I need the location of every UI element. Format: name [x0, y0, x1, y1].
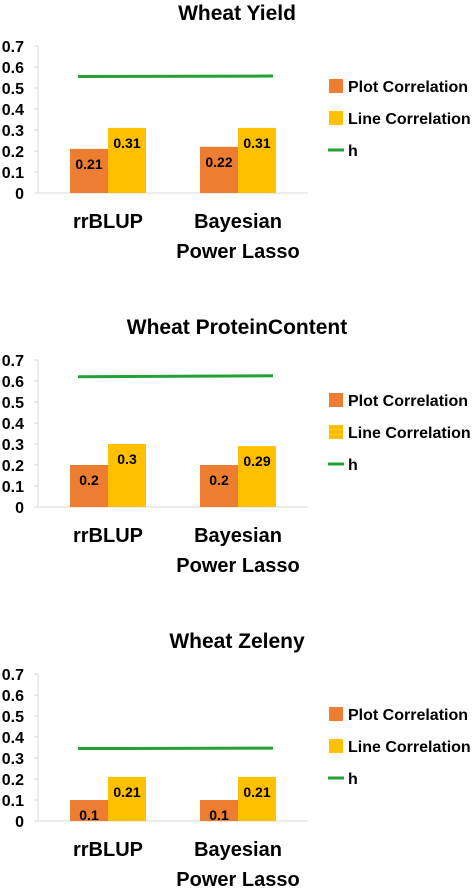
bar-plot-correlation	[70, 800, 108, 821]
y-tick-label: 0.5	[2, 709, 24, 726]
data-label: 0.21	[243, 784, 270, 800]
y-tick-label: 0.7	[2, 353, 24, 370]
x-tick-label: rrBLUP	[73, 839, 143, 861]
legend-label: Line Correlation	[348, 111, 471, 128]
legend-swatch	[329, 425, 343, 439]
chart-title: Wheat Yield	[178, 2, 296, 25]
data-label: 0.21	[113, 784, 140, 800]
bar-plot-correlation	[70, 148, 108, 193]
series-line-h	[77, 374, 274, 379]
bar-line-correlation	[108, 127, 146, 193]
x-tick-label: rrBLUP	[73, 525, 143, 547]
x-tick-label: rrBLUP	[73, 211, 143, 233]
y-tick-label: 0.6	[2, 688, 24, 705]
bar-line-correlation	[238, 446, 276, 507]
y-tick-label: 0.2	[2, 772, 24, 789]
chart-title: Wheat Zeleny	[169, 630, 305, 653]
chart-panel-1: Wheat Yield 0 0.1 0.2 0.3 0.4 0.5 0.6 0.7 rrBLUP B…	[2, 2, 471, 263]
y-tick-label: 0.2	[2, 144, 24, 161]
bar-plot-correlation	[200, 800, 238, 821]
legend-label: Plot Correlation	[348, 707, 468, 724]
data-label: 0.21	[75, 156, 102, 172]
y-tick-label: 0.4	[2, 102, 24, 119]
legend-label: Line Correlation	[348, 739, 471, 756]
legend-swatch	[329, 393, 343, 407]
legend-label: Plot Correlation	[348, 393, 468, 410]
legend-swatch	[329, 707, 343, 721]
legend-label: Plot Correlation	[348, 79, 468, 96]
chart-panel-2: Wheat ProteinContent 0 0.1 0.2 0.3 0.4 0.5 0.6 0…	[2, 316, 471, 577]
data-label: 0.3	[117, 451, 137, 467]
y-tick-label: 0	[15, 814, 24, 831]
y-tick-label: 0.6	[2, 60, 24, 77]
legend-swatch	[329, 79, 343, 93]
y-tick-label: 0.5	[2, 395, 24, 412]
legend-swatch	[329, 111, 343, 125]
y-tick-label: 0.4	[2, 730, 24, 747]
bar-line-correlation	[108, 444, 146, 507]
y-tick-label: 0	[15, 500, 24, 517]
data-label: 0.2	[79, 472, 99, 488]
legend-label: h	[348, 457, 358, 474]
y-tick-label: 0.1	[2, 479, 24, 496]
data-label: 0.22	[205, 154, 232, 170]
bar-plot-correlation	[200, 146, 238, 193]
data-label: 0.31	[243, 135, 270, 151]
y-tick-label: 0	[15, 186, 24, 203]
legend-label: h	[348, 771, 358, 788]
chart-title: Wheat ProteinContent	[127, 316, 348, 339]
y-tick-label: 0.3	[2, 751, 24, 768]
y-tick-label: 0.3	[2, 123, 24, 140]
x-tick-label: Bayesian Power Lasso	[176, 839, 299, 888]
y-tick-label: 0.1	[2, 165, 24, 182]
data-label: 0.1	[209, 807, 229, 823]
data-label: 0.2	[209, 472, 229, 488]
bar-line-correlation	[108, 776, 146, 821]
bar-plot-correlation	[70, 465, 108, 507]
y-tick-label: 0.7	[2, 667, 24, 684]
chart-panel-3: Wheat Zeleny 0 0.1 0.2 0.3 0.4 0.5 0.6 0.7 rrBLUP…	[2, 630, 471, 888]
x-tick-label: Bayesian Power Lasso	[176, 211, 299, 263]
data-label: 0.1	[79, 807, 99, 823]
y-tick-label: 0.5	[2, 81, 24, 98]
bar-plot-correlation	[200, 465, 238, 507]
x-tick-label: Bayesian Power Lasso	[176, 525, 299, 577]
y-tick-label: 0.2	[2, 458, 24, 475]
y-tick-label: 0.6	[2, 374, 24, 391]
data-label: 0.31	[113, 135, 140, 151]
data-label: 0.29	[243, 453, 270, 469]
bar-line-correlation	[238, 127, 276, 193]
legend-swatch	[329, 739, 343, 753]
y-tick-label: 0.1	[2, 793, 24, 810]
y-tick-label: 0.4	[2, 416, 24, 433]
y-tick-label: 0.7	[2, 39, 24, 56]
y-tick-label: 0.3	[2, 437, 24, 454]
legend-label: Line Correlation	[348, 425, 471, 442]
legend-label: h	[348, 143, 358, 160]
bar-line-correlation	[238, 776, 276, 821]
